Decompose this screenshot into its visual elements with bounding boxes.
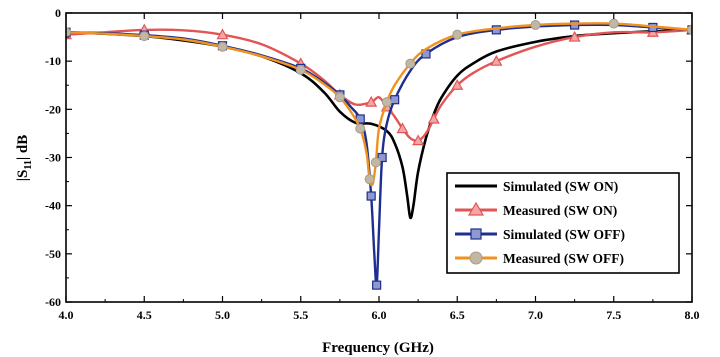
point-measured-sw-off [381, 97, 392, 108]
point-measured-sw-off [355, 123, 366, 134]
legend-item-simulated-sw-off: Simulated (SW OFF) [455, 227, 625, 242]
x-tick-label: 4.5 [137, 308, 152, 322]
axes: 4.0 4.5 5.0 5.5 6.0 6.5 7.0 7.5 8.0 0 -10 -20 -30 -40… [45, 6, 700, 322]
point-simulated-sw-off [390, 95, 400, 105]
point-measured-sw-on [427, 112, 440, 124]
series-line-measured-sw-off [66, 22, 692, 187]
y-axis-label-tail: | dB [15, 135, 31, 160]
x-tick-label: 8.0 [685, 308, 700, 322]
point-measured-sw-on [490, 54, 503, 66]
series-measured-sw-off [66, 18, 692, 187]
legend-marker-simulated-sw-off [470, 228, 482, 240]
x-tick-label: 4.0 [59, 308, 74, 322]
point-measured-sw-on [396, 122, 409, 134]
legend-label-simulated-sw-on: Simulated (SW ON) [503, 179, 618, 194]
point-measured-sw-off [687, 24, 692, 35]
legend: Simulated (SW ON) Measured (SW ON) Simulat… [446, 172, 680, 274]
point-measured-sw-off [217, 41, 228, 52]
point-measured-sw-on [451, 79, 464, 90]
point-measured-sw-off [370, 157, 381, 168]
point-simulated-sw-off [570, 20, 580, 30]
legend-marker-measured-sw-on [467, 201, 485, 216]
point-measured-sw-off [295, 64, 306, 75]
legend-label-simulated-sw-off: Simulated (SW OFF) [503, 227, 625, 242]
series-layer [66, 18, 692, 290]
point-measured-sw-on [365, 95, 378, 107]
y-tick-label: -60 [45, 295, 61, 309]
point-measured-sw-off [139, 31, 150, 42]
x-tick-label: 7.5 [606, 308, 621, 322]
y-axis-label-main: |S [15, 170, 31, 182]
legend-item-measured-sw-off: Measured (SW OFF) [455, 251, 624, 266]
point-measured-sw-off [334, 92, 345, 103]
legend-label-measured-sw-on: Measured (SW ON) [503, 203, 617, 218]
point-simulated-sw-off [377, 152, 387, 163]
y-tick-label: -50 [45, 247, 61, 261]
legend-item-simulated-sw-on: Simulated (SW ON) [455, 179, 618, 194]
plot-area [66, 18, 692, 290]
x-tick-label: 5.5 [293, 308, 308, 322]
point-measured-sw-off [608, 18, 619, 29]
legend-marker-measured-sw-off [469, 251, 483, 265]
legend-box [446, 172, 680, 274]
legend-item-measured-sw-on: Measured (SW ON) [455, 201, 617, 218]
y-tick-label: -20 [45, 102, 61, 116]
point-measured-sw-off [452, 29, 463, 40]
point-measured-sw-on [216, 28, 229, 40]
point-measured-sw-off [364, 174, 375, 185]
point-simulated-sw-off [372, 280, 382, 290]
y-tick-label: 0 [55, 6, 61, 20]
y-tick-label: -40 [45, 199, 61, 213]
point-measured-sw-on [568, 30, 581, 42]
legend-label-measured-sw-off: Measured (SW OFF) [503, 251, 624, 266]
y-tick-label: -30 [45, 151, 61, 165]
y-axis-label-sub: 11 [23, 160, 34, 169]
x-axis-label: Frequency (GHz) [322, 340, 434, 356]
x-tick-label: 6.5 [450, 308, 465, 322]
point-measured-sw-off [405, 58, 416, 69]
x-tick-label: 7.0 [528, 308, 543, 322]
point-simulated-sw-off [366, 191, 376, 201]
point-measured-sw-off [530, 20, 541, 31]
series-line-measured-sw-on [66, 28, 692, 143]
y-axis-label: |S11| dB [15, 135, 34, 182]
point-measured-sw-off [66, 27, 71, 38]
x-tick-label: 5.0 [215, 308, 230, 322]
x-tick-label: 6.0 [372, 308, 387, 322]
y-tick-label: -10 [45, 54, 61, 68]
point-measured-sw-on [412, 134, 425, 146]
